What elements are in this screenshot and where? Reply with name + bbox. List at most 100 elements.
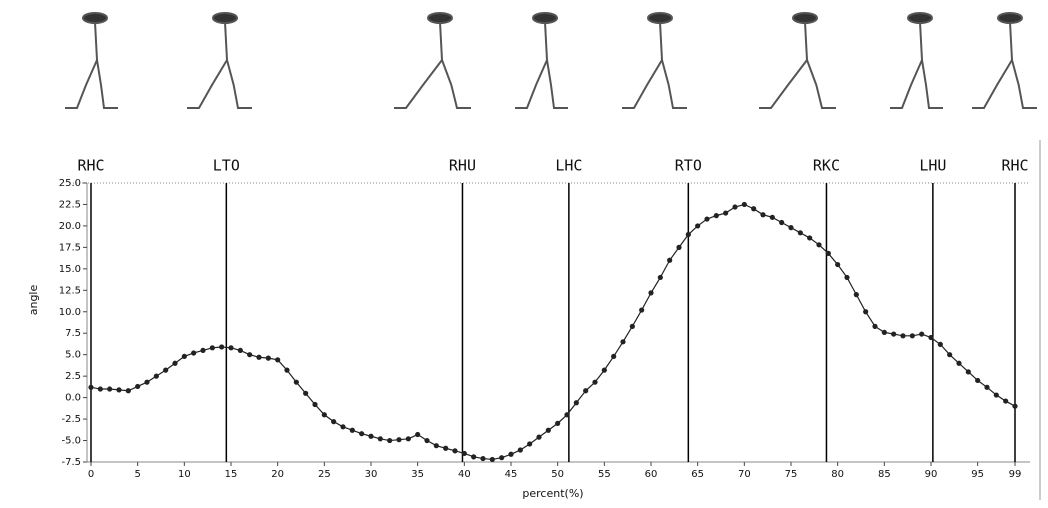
data-point <box>779 220 784 225</box>
y-tick-label: 0.0 <box>65 393 81 404</box>
data-point <box>891 331 896 336</box>
data-point <box>863 309 868 314</box>
data-point <box>88 385 93 390</box>
leg <box>807 60 836 108</box>
head <box>998 13 1022 23</box>
event-label: RKC <box>813 157 840 175</box>
data-point <box>723 210 728 215</box>
data-point <box>452 448 457 453</box>
data-point <box>658 275 663 280</box>
leg <box>227 60 252 108</box>
data-point <box>564 412 569 417</box>
data-point <box>900 333 905 338</box>
x-tick-label: 85 <box>878 469 891 480</box>
x-tick-label: 45 <box>505 469 518 480</box>
data-point <box>826 251 831 256</box>
y-tick-label: 22.5 <box>59 199 81 210</box>
data-point <box>788 225 793 230</box>
head <box>793 13 817 23</box>
data-point <box>648 290 653 295</box>
data-point <box>984 385 989 390</box>
data-point <box>1003 398 1008 403</box>
torso <box>1010 22 1012 60</box>
page: {"chart_data": {"type": "line", "x_label… <box>0 0 1048 504</box>
y-tick-label: 20.0 <box>59 221 81 232</box>
data-point <box>368 434 373 439</box>
data-point <box>546 428 551 433</box>
data-point <box>1012 404 1017 409</box>
y-tick-label: 2.5 <box>65 371 81 382</box>
data-point <box>956 361 961 366</box>
data-point <box>835 262 840 267</box>
leg <box>97 60 118 108</box>
leg <box>662 60 687 108</box>
leg <box>547 60 568 108</box>
y-tick-label: 7.5 <box>65 328 81 339</box>
stick-figure <box>394 13 471 108</box>
gait-figures <box>65 13 1037 108</box>
x-tick-label: 30 <box>365 469 378 480</box>
data-point <box>676 245 681 250</box>
data-point <box>751 206 756 211</box>
data-point <box>928 335 933 340</box>
x-tick-label: 90 <box>925 469 938 480</box>
head <box>213 13 237 23</box>
leg <box>515 60 547 108</box>
x-tick-label: 60 <box>645 469 658 480</box>
leg <box>1012 60 1037 108</box>
x-tick-label: 35 <box>411 469 424 480</box>
torso <box>920 22 922 60</box>
data-point <box>807 235 812 240</box>
y-axis-label: angle <box>27 285 40 316</box>
data-point <box>303 391 308 396</box>
x-tick-label: 10 <box>178 469 191 480</box>
x-tick-label: 95 <box>971 469 984 480</box>
stick-figure <box>890 13 943 108</box>
data-point <box>602 368 607 373</box>
data-point <box>499 455 504 460</box>
data-point <box>816 242 821 247</box>
x-tick-label: 75 <box>785 469 798 480</box>
stick-figure <box>622 13 687 108</box>
head <box>428 13 452 23</box>
x-tick-label: 80 <box>831 469 844 480</box>
head <box>533 13 557 23</box>
data-point <box>415 432 420 437</box>
data-point <box>98 386 103 391</box>
data-point <box>611 354 616 359</box>
data-point <box>574 400 579 405</box>
data-point <box>490 457 495 462</box>
data-point <box>191 350 196 355</box>
data-point <box>480 456 485 461</box>
data-point <box>238 348 243 353</box>
data-point <box>116 387 121 392</box>
data-point <box>210 345 215 350</box>
data-point <box>508 452 513 457</box>
data-point <box>630 324 635 329</box>
leg <box>187 60 227 108</box>
data-point <box>947 352 952 357</box>
x-tick-label: 0 <box>88 469 94 480</box>
data-point <box>266 356 271 361</box>
data-point <box>760 212 765 217</box>
y-tick-label: 15.0 <box>59 264 81 275</box>
torso <box>440 22 442 60</box>
data-point <box>667 258 672 263</box>
chart: angle percent(%) 25.022.520.017.515.012.… <box>0 0 1048 504</box>
event-label: RHU <box>449 157 476 175</box>
data-point <box>387 438 392 443</box>
x-axis-label: percent(%) <box>522 487 583 500</box>
event-label: RHC <box>1001 157 1028 175</box>
data-point <box>135 384 140 389</box>
x-tick-label: 40 <box>458 469 471 480</box>
data-line <box>91 204 1015 459</box>
data-point <box>182 354 187 359</box>
x-tick-label: 15 <box>225 469 238 480</box>
data-point <box>256 355 261 360</box>
data-point <box>471 454 476 459</box>
data-point <box>340 424 345 429</box>
data-point <box>359 431 364 436</box>
data-point <box>443 446 448 451</box>
data-point <box>126 388 131 393</box>
data-point <box>219 344 224 349</box>
